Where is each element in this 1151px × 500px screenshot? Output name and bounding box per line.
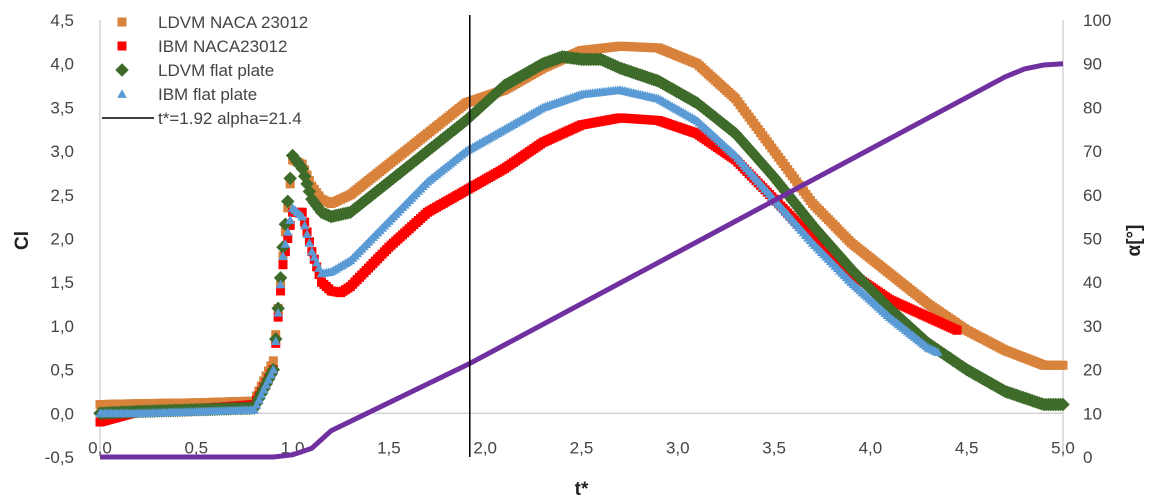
data-point bbox=[283, 234, 293, 243]
legend-marker bbox=[117, 89, 127, 98]
x-tick-label: 4,5 bbox=[955, 438, 979, 457]
data-point bbox=[273, 307, 283, 317]
legend: LDVM NACA 23012 IBM NACA23012 LDVM flat pl… bbox=[102, 13, 308, 128]
y-tick-label: -0,5 bbox=[45, 448, 74, 467]
data-point bbox=[933, 347, 943, 356]
legend-marker bbox=[117, 17, 127, 27]
data-point bbox=[281, 194, 295, 209]
data-point bbox=[254, 394, 264, 404]
y2-tick-label: 70 bbox=[1083, 142, 1102, 161]
legend-marker bbox=[115, 63, 129, 77]
data-point bbox=[952, 325, 962, 335]
data-point bbox=[285, 215, 295, 224]
data-point bbox=[280, 247, 290, 257]
data-point bbox=[276, 286, 286, 296]
y2-tick-label: 20 bbox=[1083, 361, 1102, 380]
data-point bbox=[266, 369, 276, 379]
data-point bbox=[282, 227, 293, 236]
series-3 bbox=[95, 85, 943, 418]
legend-label: IBM flat plate bbox=[158, 85, 257, 104]
legend-label-annotation: t*=1.92 alpha=21.4 bbox=[158, 109, 302, 128]
y2-tick-label: 100 bbox=[1083, 11, 1111, 30]
x-tick-label: 4,0 bbox=[859, 438, 883, 457]
y-tick-label: 3,0 bbox=[50, 142, 74, 161]
y2-tick-label: 10 bbox=[1083, 404, 1102, 423]
series-1 bbox=[95, 113, 962, 427]
y-tick-label: 2,5 bbox=[50, 186, 74, 205]
y-axis-title: Cl bbox=[12, 231, 33, 250]
data-point bbox=[278, 260, 288, 270]
y2-tick-label: 90 bbox=[1083, 55, 1102, 74]
y2-tick-label: 80 bbox=[1083, 98, 1102, 117]
data-point bbox=[275, 279, 286, 289]
data-point bbox=[261, 379, 271, 389]
data-point bbox=[278, 251, 288, 260]
y-tick-label: 2,0 bbox=[50, 230, 74, 249]
data-point bbox=[249, 405, 259, 414]
series-layer bbox=[93, 15, 1070, 460]
data-point bbox=[273, 312, 283, 322]
data-point bbox=[258, 384, 269, 394]
y-tick-label: 0,5 bbox=[50, 361, 74, 380]
data-point bbox=[251, 399, 262, 409]
y-tick-label: 0,0 bbox=[50, 404, 74, 423]
x-tick-label: 3,5 bbox=[762, 438, 786, 457]
x-tick-label: 3,0 bbox=[666, 438, 690, 457]
data-point bbox=[270, 336, 281, 346]
data-point bbox=[299, 220, 310, 230]
series-4 bbox=[100, 61, 1064, 460]
data-point bbox=[263, 374, 274, 384]
y2-tick-label: 30 bbox=[1083, 317, 1102, 336]
x-tick-label: 2,5 bbox=[570, 438, 594, 457]
data-point bbox=[256, 389, 267, 399]
y2-tick-label: 60 bbox=[1083, 186, 1102, 205]
x-tick-label: 2,0 bbox=[473, 438, 497, 457]
y-tick-label: 1,0 bbox=[50, 317, 74, 336]
data-point bbox=[283, 171, 297, 186]
y-tick-label: 1,5 bbox=[50, 273, 74, 292]
data-point bbox=[273, 271, 288, 285]
x-tick-label: 0,5 bbox=[184, 438, 208, 457]
y2-axis-title: α[°] bbox=[1124, 225, 1145, 257]
data-point bbox=[302, 229, 312, 238]
legend-label: IBM NACA23012 bbox=[158, 37, 287, 56]
x-tick-label: 5,0 bbox=[1051, 438, 1075, 457]
data-point bbox=[304, 238, 315, 247]
data-point bbox=[268, 364, 279, 374]
y-tick-label: 4,0 bbox=[50, 55, 74, 74]
data-point bbox=[312, 262, 322, 272]
x-tick-label: 1,5 bbox=[377, 438, 401, 457]
legend-label: LDVM NACA 23012 bbox=[158, 13, 308, 32]
y-tick-label: 4,5 bbox=[50, 11, 74, 30]
y2-tick-label: 50 bbox=[1083, 230, 1102, 249]
y2-tick-label: 40 bbox=[1083, 273, 1102, 292]
x-axis-title: t* bbox=[575, 479, 589, 500]
legend-marker bbox=[117, 41, 127, 51]
y-tick-label: 3,5 bbox=[50, 98, 74, 117]
alpha-line bbox=[100, 61, 1064, 460]
legend-label: LDVM flat plate bbox=[158, 61, 274, 80]
data-point bbox=[268, 356, 278, 366]
data-point bbox=[297, 211, 308, 221]
x-tick-label: 0,0 bbox=[88, 438, 112, 457]
data-point bbox=[1058, 360, 1068, 370]
y2-tick-label: 0 bbox=[1083, 448, 1092, 467]
data-point bbox=[280, 239, 291, 248]
axes-layer: -0,5 0,0 0,5 1,0 1,5 2,0 2,5 3,0 3,5 4,0 4,5 0 10 20 3… bbox=[45, 11, 1112, 467]
series-2 bbox=[93, 49, 1070, 421]
data-point bbox=[1056, 397, 1070, 412]
